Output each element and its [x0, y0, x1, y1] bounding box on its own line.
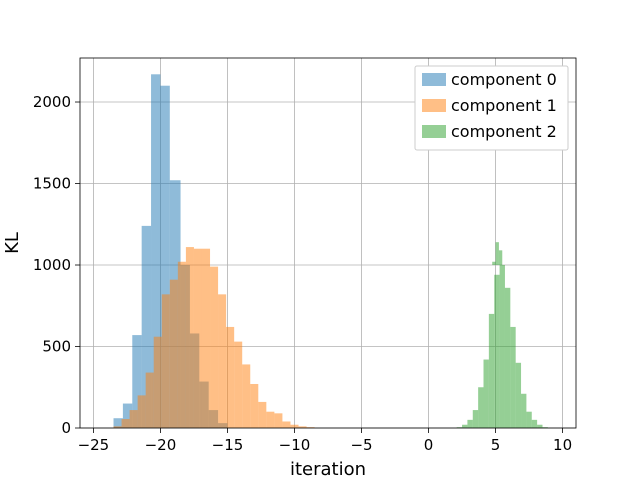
histogram-bar — [210, 266, 219, 428]
legend-swatch — [422, 125, 446, 138]
axes — [79, 57, 577, 429]
histogram-bar — [537, 424, 543, 428]
histogram-bar — [542, 427, 548, 428]
x-axis-ticks: −25 −20 −15 −10 −5 0 5 10 — [78, 428, 572, 454]
histogram-bar — [274, 413, 283, 428]
histogram-bar — [113, 418, 123, 428]
histogram-bar — [495, 242, 499, 266]
histogram-bar — [121, 419, 130, 428]
x-tick-label: −10 — [279, 436, 311, 454]
x-tick-label: −5 — [350, 436, 372, 454]
histogram-bar — [478, 387, 484, 428]
histogram-bar — [515, 362, 522, 428]
legend-item-2: component 2 — [422, 122, 557, 141]
y-axis-label: KL — [2, 232, 23, 254]
histogram-bar — [290, 424, 299, 428]
y-tick-label: 1500 — [33, 175, 71, 193]
legend-label: component 2 — [451, 122, 557, 141]
histogram-bar — [462, 424, 468, 428]
legend-box — [414, 65, 569, 151]
histogram-bar — [185, 247, 194, 428]
histogram-bar — [282, 421, 291, 428]
x-tick-label: −15 — [212, 436, 244, 454]
series-1 — [113, 247, 315, 428]
series-2-peak — [492, 242, 503, 266]
x-tick-label: −25 — [78, 436, 110, 454]
x-tick-label: 0 — [424, 436, 434, 454]
histogram-bar — [483, 359, 489, 428]
legend-item-0: component 0 — [422, 70, 557, 89]
histogram-bar — [242, 364, 251, 428]
legend-swatch — [422, 99, 446, 112]
series-2 — [456, 265, 548, 428]
histogram-bars — [113, 74, 548, 428]
histogram-bar — [129, 410, 138, 428]
histogram-bar — [201, 248, 211, 428]
histogram-bar — [250, 383, 259, 428]
x-tick-label: 5 — [491, 436, 501, 454]
histogram-bar — [472, 410, 479, 428]
histogram-bar — [153, 336, 162, 428]
histogram-bar — [122, 403, 133, 428]
histogram-bar — [467, 419, 473, 428]
legend-swatch — [422, 73, 446, 86]
histogram-bar — [137, 395, 146, 428]
histogram-bar — [160, 85, 170, 428]
histogram-bar — [226, 326, 235, 428]
y-tick-label: 2000 — [33, 93, 71, 111]
histogram-bar — [531, 419, 538, 428]
x-tick-label: 10 — [553, 436, 572, 454]
histogram-bar — [526, 411, 532, 428]
histogram-bar — [498, 250, 503, 266]
histogram-bar — [521, 393, 527, 428]
histogram-bar — [510, 326, 516, 428]
legend-label: component 1 — [451, 96, 557, 115]
histogram-bar — [145, 372, 154, 428]
y-tick-label: 500 — [42, 338, 71, 356]
histogram-bar — [141, 225, 152, 428]
x-tick-label: −20 — [145, 436, 177, 454]
plot-frame — [79, 57, 577, 429]
legend-label: component 0 — [451, 70, 557, 89]
y-axis-ticks: 0 500 1000 1500 2000 — [33, 93, 80, 437]
y-tick-label: 0 — [61, 419, 71, 437]
histogram-bar — [234, 341, 243, 428]
histogram-bar — [504, 287, 511, 428]
histogram-bar — [177, 261, 186, 428]
legend-item-1: component 1 — [422, 96, 557, 115]
histogram-bar — [113, 426, 122, 428]
histogram-bar — [193, 248, 202, 428]
histogram-bar — [499, 265, 505, 428]
y-tick-label: 1000 — [33, 256, 71, 274]
histogram-bar — [161, 294, 170, 428]
histogram-bar — [456, 427, 463, 428]
histogram-bar — [218, 294, 227, 428]
histogram-bar — [258, 401, 267, 428]
x-axis-label: iteration — [290, 459, 366, 480]
histogram-bar — [306, 427, 315, 428]
histogram-bar — [488, 313, 495, 428]
histogram-bar — [492, 261, 496, 266]
histogram-bar — [169, 279, 178, 428]
legend: component 0 component 1 component 2 — [414, 65, 569, 151]
histogram-bar — [298, 426, 307, 428]
histogram-bar — [132, 335, 142, 428]
histogram-bar — [266, 411, 275, 428]
histogram-bar — [494, 274, 500, 428]
histogram-bar — [151, 74, 161, 428]
